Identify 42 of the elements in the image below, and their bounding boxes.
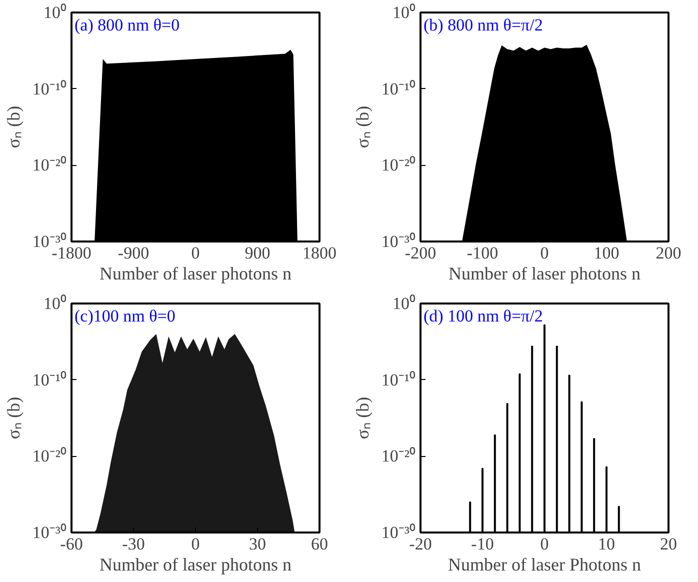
y-tick-label: 10⁻²⁰: [381, 446, 416, 466]
annotation: (c)100 nm θ=0: [74, 306, 176, 326]
annotation: (a) 800 nm θ=0: [74, 16, 180, 34]
x-tick-label: -100: [466, 244, 498, 262]
y-tick-label: 10⁻²⁰: [381, 156, 416, 175]
x-tick-label: -10: [471, 534, 494, 554]
y-tick-label: 10⁰: [392, 3, 416, 22]
x-tick-label: -900: [118, 244, 150, 262]
x-tick-label: 0: [191, 534, 200, 554]
x-tick-label: 10: [598, 534, 615, 554]
x-tick-label: 100: [594, 244, 620, 262]
y-tick-label: 10⁰: [392, 294, 416, 313]
x-tick-label: 0: [540, 244, 549, 262]
x-tick-label: 0: [191, 244, 200, 262]
x-axis-title: Number of laser photons n: [100, 264, 292, 284]
y-tick-label: 10⁻²⁰: [32, 446, 67, 466]
x-tick-label: 200: [656, 244, 682, 262]
x-tick-label: -30: [122, 534, 145, 554]
y-tick-label: 10⁻¹⁰: [32, 79, 67, 98]
x-tick-label: -1800: [52, 244, 92, 262]
x-axis-title: Number of laser photons n: [100, 554, 292, 574]
x-tick-label: 900: [244, 244, 270, 262]
y-axis-title: σₙ (b): [352, 106, 372, 148]
y-axis-title: σₙ (b): [352, 396, 372, 440]
y-tick-label: 10⁻¹⁰: [381, 370, 416, 390]
x-tick-label: 20: [660, 534, 677, 554]
annotation: (b) 800 nm θ=π/2: [424, 16, 543, 34]
y-tick-label: 10⁰: [44, 3, 66, 22]
y-tick-label: 10⁻¹⁰: [32, 370, 67, 390]
x-axis-title: Number of laser photons n: [448, 264, 640, 284]
x-tick-label: 30: [249, 534, 266, 554]
x-axis-title: Number of laser Photons n: [448, 554, 641, 574]
x-tick-label: 0: [540, 534, 549, 554]
x-tick-label: -200: [404, 244, 436, 262]
x-tick-label: 60: [311, 534, 328, 554]
y-tick-label: 10⁻¹⁰: [381, 79, 416, 98]
y-axis-title: σₙ (b): [3, 106, 24, 148]
x-tick-label: 1800: [302, 244, 336, 262]
y-tick-label: 10⁰: [44, 294, 66, 313]
y-axis-title: σₙ (b): [3, 396, 24, 440]
annotation: (d) 100 nm θ=π/2: [424, 306, 543, 326]
y-tick-label: 10⁻²⁰: [32, 156, 67, 175]
